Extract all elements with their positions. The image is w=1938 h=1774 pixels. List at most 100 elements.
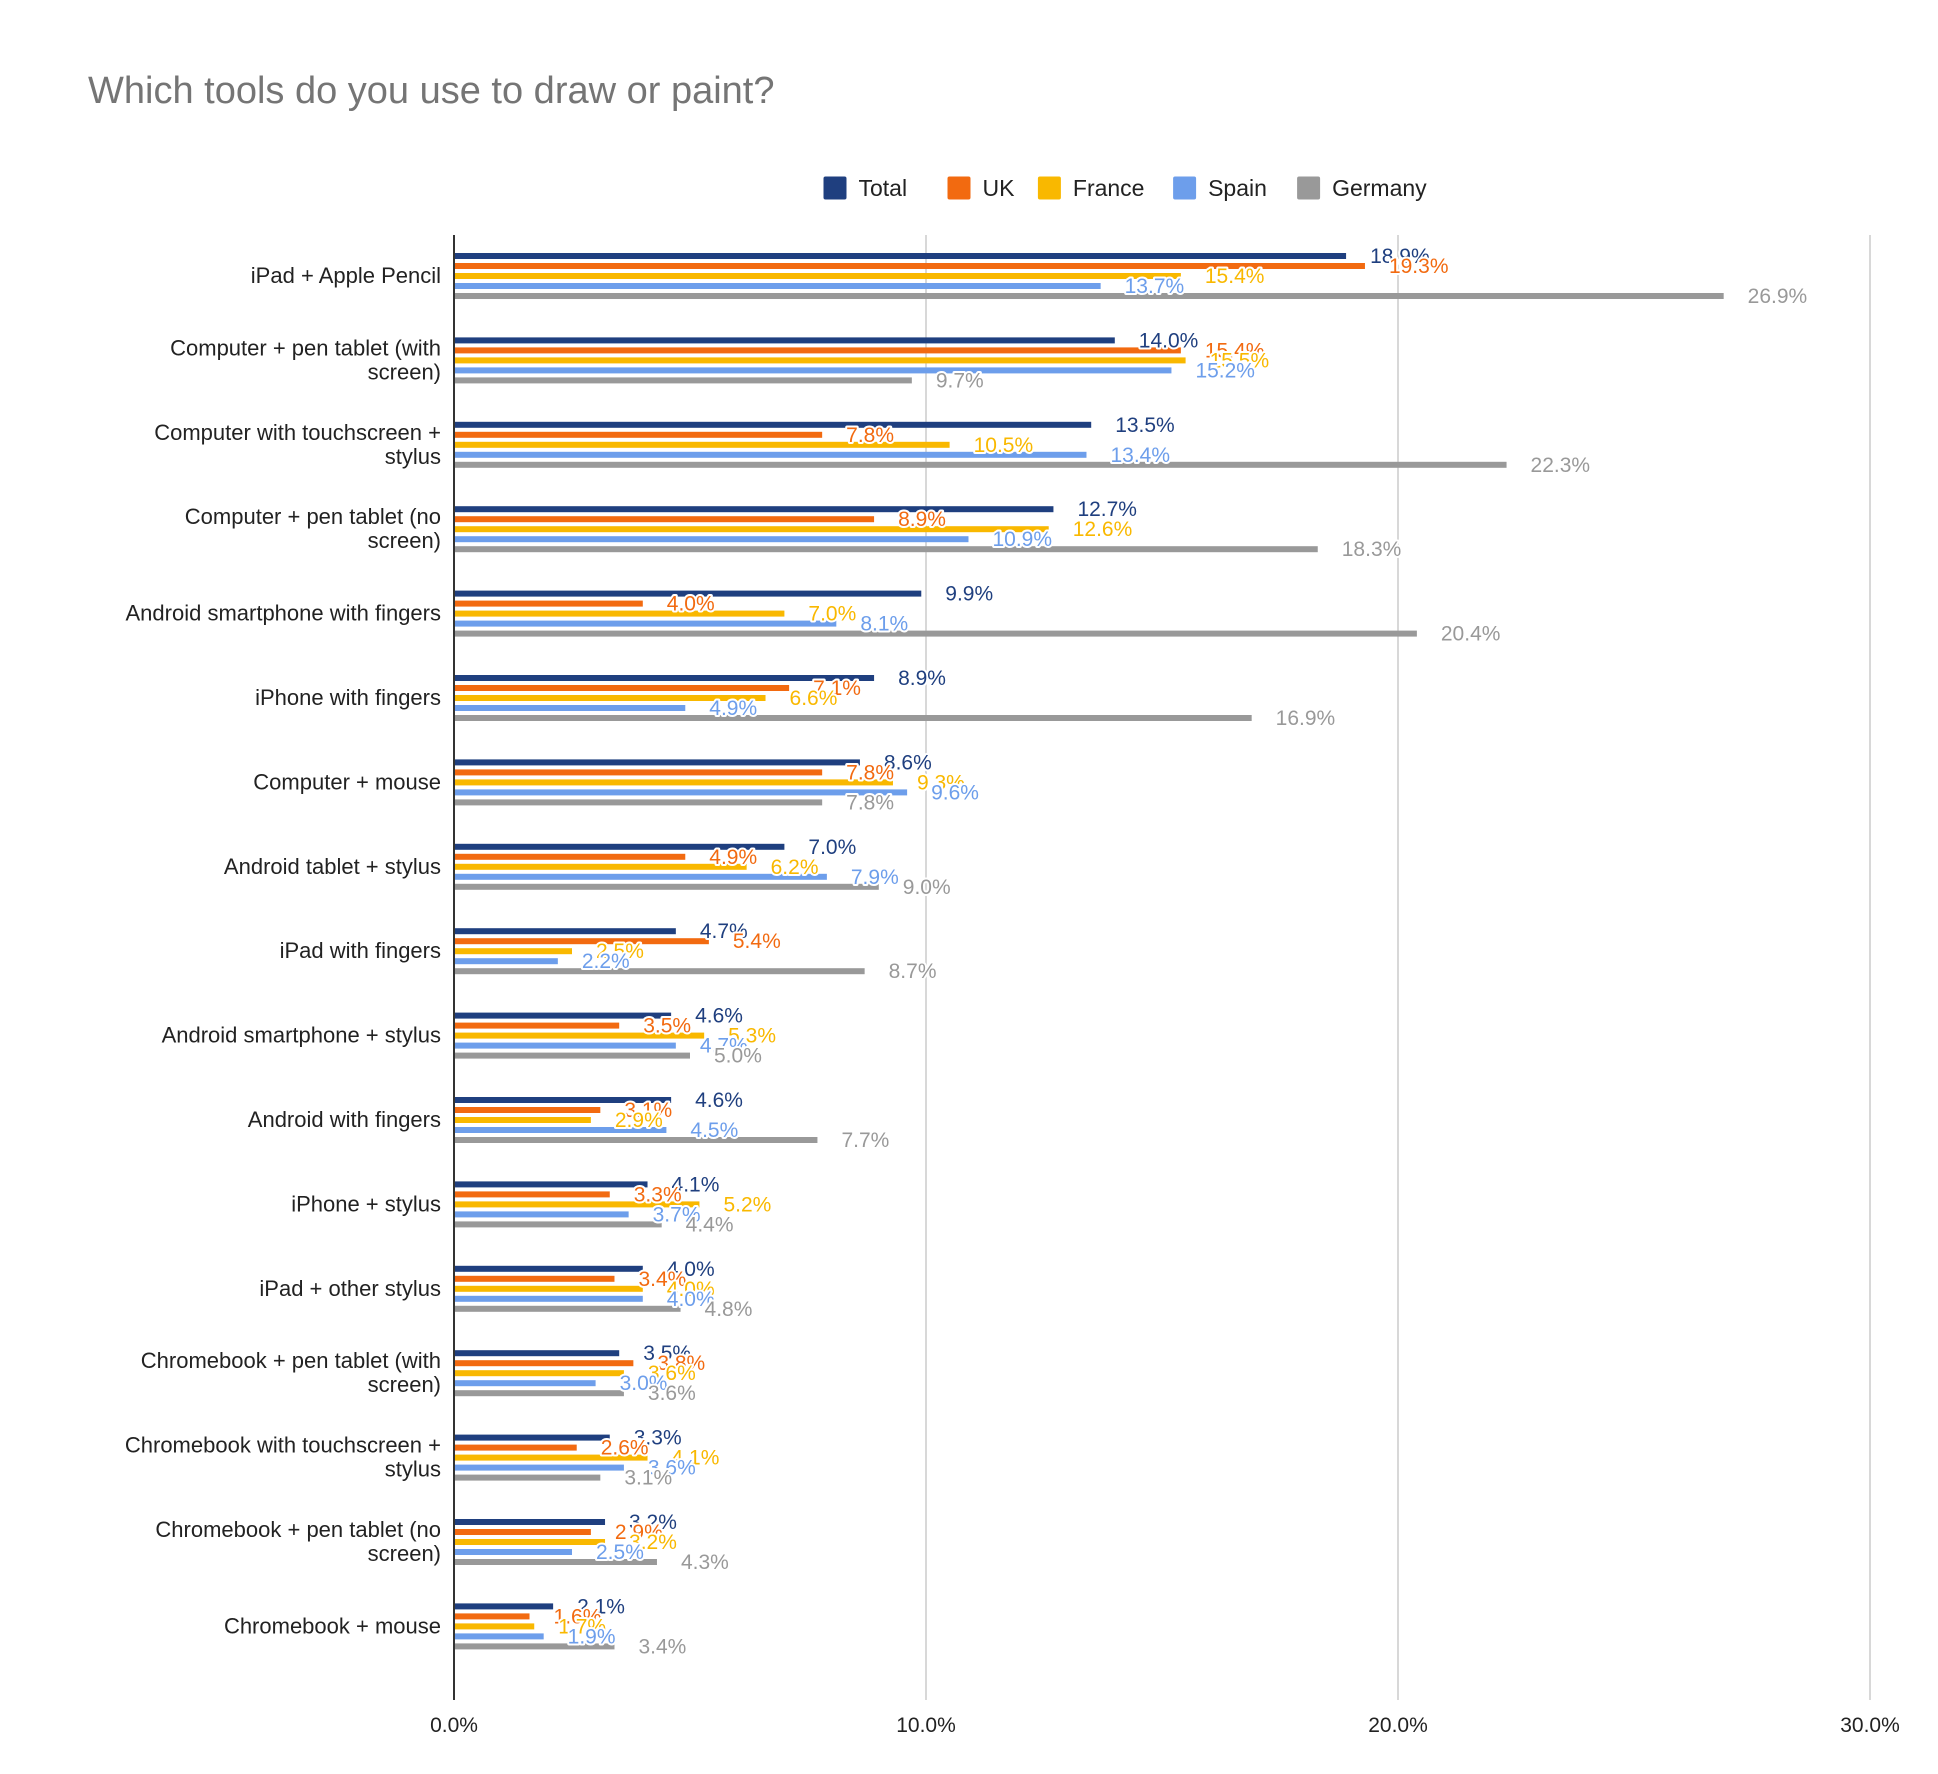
- legend-swatch: [947, 176, 971, 200]
- category-label: Chromebook + pen tablet (no screen): [155, 1517, 441, 1566]
- bar-spain: [454, 367, 1172, 374]
- legend-swatch: [1173, 176, 1197, 200]
- bar-uk: [454, 1360, 634, 1367]
- bar-germany: [454, 461, 1507, 468]
- category-label: Chromebook + mouse: [224, 1613, 441, 1638]
- legend-swatch: [1297, 176, 1321, 200]
- data-label-uk: 1.6%: [554, 1605, 602, 1628]
- data-label-total: 8.6%: [884, 751, 932, 774]
- data-label-uk: 7.8%: [846, 424, 894, 447]
- bar-total: [454, 1181, 648, 1188]
- bar-total: [454, 1265, 643, 1272]
- data-label-germany: 3.1%: [624, 1467, 672, 1490]
- bar-france: [454, 1117, 591, 1123]
- x-tick-label: 0.0%: [430, 1714, 478, 1737]
- data-label-uk: 2.6%: [601, 1437, 649, 1460]
- bar-germany: [454, 715, 1252, 721]
- category-labels: iPad + Apple Pencil Computer + pen tablet…: [125, 263, 441, 1638]
- data-label-uk: 15.4%: [1205, 339, 1265, 362]
- bar-france: [454, 273, 1181, 279]
- legend-label: UK: [983, 175, 1016, 201]
- data-label-spain: 2.2%: [582, 950, 630, 973]
- bar-germany: [454, 1643, 615, 1650]
- bar-france: [454, 526, 1049, 533]
- bar-germany: [454, 1052, 690, 1059]
- bar-uk: [454, 1275, 615, 1282]
- data-label-total: 4.0%: [667, 1258, 715, 1281]
- bar-spain: [454, 958, 558, 965]
- category-label: iPhone with fingers: [255, 685, 441, 710]
- bar-spain: [454, 536, 969, 543]
- bar-spain: [454, 1380, 596, 1387]
- bar-spain: [454, 705, 686, 711]
- category-label: Android with fingers: [248, 1107, 441, 1132]
- bar-total: [454, 1350, 620, 1357]
- data-label-uk: 4.9%: [709, 846, 757, 869]
- bar-germany: [454, 1305, 681, 1312]
- bar-germany: [454, 1559, 657, 1565]
- data-label-uk: 3.5%: [643, 1015, 691, 1038]
- bar-germany: [454, 1221, 662, 1228]
- data-label-spain: 15.2%: [1195, 359, 1255, 382]
- x-tick-label: 10.0%: [896, 1714, 956, 1737]
- data-label-germany: 9.7%: [936, 369, 984, 392]
- bar-spain: [454, 873, 827, 880]
- bar-germany: [454, 377, 912, 384]
- bars: [454, 253, 1724, 1650]
- data-label-france: 15.4%: [1205, 265, 1265, 288]
- data-label-spain: 4.5%: [690, 1119, 738, 1142]
- bar-uk: [454, 1022, 620, 1029]
- data-label-germany: 5.0%: [714, 1045, 762, 1068]
- category-label: Chromebook with touchscreen + stylus: [125, 1433, 441, 1482]
- data-label-total: 9.9%: [945, 583, 993, 606]
- bar-france: [454, 1623, 535, 1630]
- legend-label: Germany: [1332, 175, 1427, 201]
- x-axis-ticks: 0.0% 10.0% 20.0% 30.0%: [430, 1714, 1900, 1737]
- data-label-france: 6.6%: [790, 687, 838, 710]
- bar-germany: [454, 799, 823, 806]
- data-label-uk: 7.1%: [813, 677, 861, 700]
- bar-spain: [454, 1633, 544, 1640]
- bar-spain: [454, 1211, 629, 1218]
- data-label-spain: 10.9%: [992, 528, 1052, 551]
- category-label: Computer with touchscreen + stylus: [154, 420, 441, 469]
- data-label-total: 8.9%: [898, 667, 946, 690]
- data-label-total: 4.6%: [695, 1005, 743, 1028]
- bar-germany: [454, 630, 1417, 637]
- category-label: Android smartphone with fingers: [126, 601, 442, 626]
- category-label: iPad + other stylus: [259, 1276, 441, 1301]
- chart-title: Which tools do you use to draw or paint?: [88, 70, 775, 112]
- bar-uk: [454, 769, 823, 776]
- data-label-spain: 13.4%: [1110, 444, 1170, 467]
- bar-total: [454, 506, 1054, 513]
- data-label-total: 3.3%: [634, 1427, 682, 1450]
- data-label-spain: 2.5%: [596, 1541, 644, 1564]
- data-label-uk: 3.4%: [638, 1268, 686, 1291]
- bar-uk: [454, 938, 709, 945]
- data-label-spain: 3.0%: [620, 1372, 668, 1395]
- bar-uk: [454, 600, 643, 607]
- data-label-spain: 4.0%: [667, 1288, 715, 1311]
- data-label-uk: 3.8%: [657, 1352, 705, 1375]
- bar-uk: [454, 1444, 577, 1451]
- data-label-spain: 1.9%: [568, 1625, 616, 1648]
- bar-france: [454, 1454, 648, 1461]
- bar-spain: [454, 1464, 624, 1471]
- bar-total: [454, 590, 922, 597]
- category-label: iPad + Apple Pencil: [251, 263, 441, 288]
- bar-total: [454, 1519, 606, 1525]
- data-label-germany: 22.3%: [1531, 454, 1591, 477]
- bar-uk: [454, 1191, 610, 1198]
- legend: Total UK France Spain Germany: [823, 175, 1427, 201]
- data-label-france: 15.5%: [1210, 349, 1270, 372]
- category-label: Computer + pen tablet (with screen): [170, 335, 441, 384]
- data-label-germany: 7.7%: [841, 1129, 889, 1152]
- data-label-total: 3.2%: [629, 1511, 677, 1534]
- bar-france: [454, 357, 1186, 364]
- data-label-germany: 18.3%: [1342, 538, 1402, 561]
- bar-germany: [454, 293, 1724, 299]
- data-label-spain: 9.6%: [931, 781, 979, 804]
- data-label-france: 12.6%: [1073, 518, 1133, 541]
- data-label-uk: 7.8%: [846, 761, 894, 784]
- bar-total: [454, 421, 1092, 428]
